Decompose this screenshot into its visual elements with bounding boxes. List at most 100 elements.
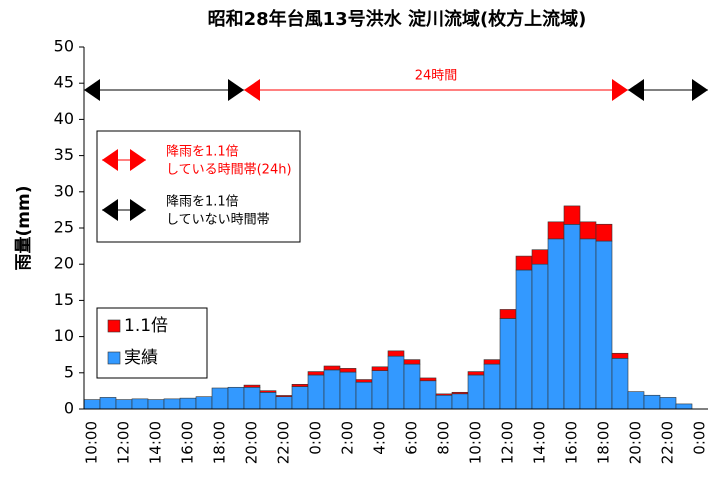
bar-segment: [323, 365, 341, 371]
bar-segment: [675, 403, 693, 410]
x-tick-label: 4:00: [371, 421, 389, 455]
y-tick-label: 40: [54, 109, 74, 128]
bar-segment: [467, 374, 485, 410]
legend-swatch: [107, 319, 121, 333]
y-tick-label: 20: [54, 254, 74, 273]
legend-label: 降雨を1.1倍: [166, 145, 239, 160]
y-tick-label: 25: [54, 218, 74, 237]
x-tick-label: 12:00: [499, 421, 517, 464]
bar-segment: [371, 370, 389, 410]
legend-arrow: [102, 149, 146, 171]
y-tick-label: 5: [64, 362, 74, 381]
arrow-head: [102, 199, 118, 221]
bar-segment: [147, 399, 165, 410]
bar-segment: [547, 221, 565, 240]
bar-segment: [515, 255, 533, 271]
bar-segment: [403, 359, 421, 365]
bar-segment: [595, 240, 613, 410]
bar-segment: [323, 369, 341, 410]
bar-segment: [499, 318, 517, 410]
bar-segment: [355, 381, 373, 410]
red-arrow: [244, 79, 628, 101]
chart-title: 昭和28年台風13号洪水 淀川流域(枚方上流域): [208, 8, 587, 30]
legend-label: 1.1倍: [124, 316, 168, 336]
bar-segment: [355, 379, 373, 383]
black-arrow: [628, 79, 708, 101]
y-tick-label: 50: [54, 37, 74, 56]
bar-segment: [307, 371, 325, 376]
bar-segment: [467, 371, 485, 376]
bar-segment: [227, 386, 245, 410]
black-arrow: [84, 79, 244, 101]
bar-segment: [131, 398, 149, 410]
arrow-head: [692, 79, 708, 101]
bar-segment: [259, 392, 277, 410]
x-tick-label: 18:00: [595, 421, 613, 464]
bar-segment: [99, 397, 117, 410]
arrow-head: [628, 79, 644, 101]
bar-segment: [387, 350, 405, 357]
legend-label: 降雨を1.1倍: [166, 195, 239, 210]
bar-segment: [643, 394, 661, 410]
arrow-legend-box: [96, 130, 301, 243]
bar-segment: [291, 386, 309, 410]
bar-segment: [515, 269, 533, 410]
y-axis-label: 雨量(mm): [13, 186, 34, 271]
bar-segment: [179, 397, 197, 410]
x-tick-label: 2:00: [339, 421, 357, 455]
legend-label: している時間帯(24h): [166, 163, 292, 178]
y-tick-label: 30: [54, 181, 74, 200]
legend-arrow: [102, 199, 146, 221]
arrow-head: [130, 199, 146, 221]
bar-segment: [243, 384, 261, 388]
y-tick-label: 35: [54, 145, 74, 164]
bar-segment: [163, 398, 181, 410]
bar-segment: [291, 384, 309, 387]
x-tick-label: 14:00: [531, 421, 549, 464]
bar-segment: [339, 368, 357, 373]
y-tick-label: 15: [54, 290, 74, 309]
bar-segment: [307, 374, 325, 410]
x-tick-label: 14:00: [147, 421, 165, 464]
bar-segment: [387, 355, 405, 410]
bar-segment: [435, 394, 453, 410]
x-tick-label: 12:00: [115, 421, 133, 464]
bar-segment: [435, 393, 453, 396]
x-tick-label: 16:00: [179, 421, 197, 464]
bar-segment: [483, 363, 501, 410]
y-tick-label: 45: [54, 73, 74, 92]
x-tick-label: 16:00: [563, 421, 581, 464]
arrow-head: [130, 149, 146, 171]
bar-segment: [611, 352, 629, 359]
legend-label: 実績: [124, 348, 158, 368]
x-tick-label: 18:00: [211, 421, 229, 464]
bar-segment: [371, 366, 389, 371]
bar-segment: [211, 387, 229, 410]
bar-segment: [275, 395, 293, 397]
x-tick-label: 0:00: [691, 421, 709, 455]
bar-segment: [531, 263, 549, 410]
bar-segment: [595, 223, 613, 242]
bar-segment: [547, 238, 565, 410]
bar-segment: [403, 363, 421, 410]
bar-segment: [419, 380, 437, 410]
legend-swatch: [107, 351, 121, 365]
x-tick-label: 0:00: [307, 421, 325, 455]
bar-segment: [115, 399, 133, 410]
legend-label: していない時間帯: [166, 213, 270, 228]
bar-segment: [275, 396, 293, 410]
x-tick-label: 20:00: [243, 421, 261, 464]
x-tick-label: 22:00: [275, 421, 293, 464]
bar-segment: [451, 391, 469, 395]
arrow-head: [612, 79, 628, 101]
x-tick-label: 10:00: [467, 421, 485, 464]
arrow-head: [244, 79, 260, 101]
bar-segment: [451, 393, 469, 410]
bar-segment: [579, 238, 597, 410]
bar-segment: [563, 205, 581, 225]
y-tick-label: 10: [54, 326, 74, 345]
arrow-head: [228, 79, 244, 101]
legend-box: [96, 307, 208, 379]
bar-segment: [579, 221, 597, 240]
